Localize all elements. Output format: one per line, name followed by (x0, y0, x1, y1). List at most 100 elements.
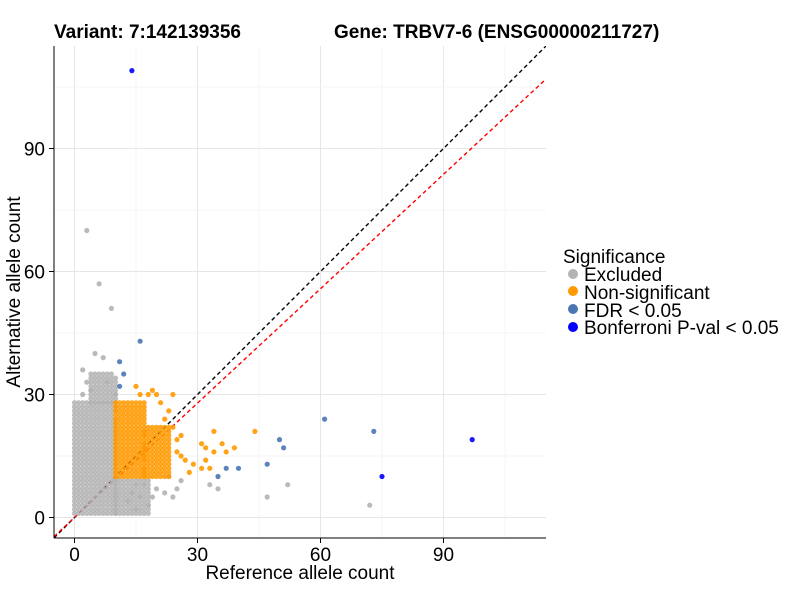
point-excluded (92, 396, 98, 402)
point-excluded (129, 506, 135, 512)
point-non-significant (129, 428, 135, 434)
point-excluded (76, 445, 82, 451)
point-non-significant (121, 437, 127, 443)
point-non-significant (112, 416, 119, 422)
point-non-significant (112, 449, 119, 455)
point-excluded (104, 391, 110, 398)
point-excluded (80, 494, 86, 500)
legend: Significance Excluded Non-significant FD… (563, 247, 779, 339)
point-excluded (108, 490, 114, 496)
point-excluded (108, 498, 114, 504)
point-non-significant (145, 391, 151, 398)
point-excluded (76, 400, 82, 406)
point-excluded (104, 404, 110, 410)
point-excluded (153, 486, 160, 492)
point-excluded (112, 486, 119, 492)
point-excluded (92, 441, 98, 447)
point-excluded (108, 424, 114, 430)
point-excluded (121, 510, 127, 516)
point-excluded (88, 441, 94, 447)
point-non-significant (117, 469, 123, 475)
point-non-significant (137, 465, 143, 471)
point-excluded (92, 498, 98, 504)
point-non-significant (145, 473, 151, 480)
point-non-significant (117, 461, 123, 467)
point-non-significant (166, 449, 172, 455)
point-excluded (96, 506, 102, 512)
point-excluded (92, 502, 98, 508)
point-excluded (104, 502, 110, 508)
point-excluded (100, 510, 106, 516)
point-excluded (96, 391, 102, 398)
point-excluded (108, 473, 114, 480)
point-fdr-0-05 (223, 465, 229, 471)
point-non-significant (125, 469, 131, 475)
point-non-significant (186, 469, 192, 475)
point-non-significant (117, 432, 123, 439)
point-excluded (88, 416, 94, 422)
point-non-significant (112, 445, 119, 451)
point-excluded (92, 424, 98, 430)
point-excluded (112, 502, 119, 508)
point-non-significant (129, 432, 135, 439)
point-non-significant (129, 453, 135, 459)
point-non-significant (121, 457, 127, 463)
point-excluded (121, 506, 127, 512)
point-bonferroni-p-val-0-05 (379, 473, 385, 480)
point-excluded (141, 482, 147, 488)
point-non-significant (174, 437, 180, 443)
point-non-significant (112, 465, 119, 471)
point-non-significant (153, 449, 160, 455)
point-excluded (104, 449, 110, 455)
legend-label-excluded: Excluded (584, 265, 662, 286)
point-non-significant (211, 449, 217, 455)
point-non-significant (117, 453, 123, 459)
point-excluded (84, 486, 90, 492)
y-axis-title: Alternative allele count (4, 196, 25, 388)
point-excluded (84, 449, 90, 455)
point-excluded (88, 396, 94, 402)
point-non-significant (137, 400, 143, 406)
point-non-significant (117, 424, 123, 430)
point-excluded (100, 465, 106, 471)
point-excluded (104, 445, 110, 451)
point-excluded (117, 502, 123, 508)
point-non-significant (153, 457, 160, 463)
point-excluded (84, 457, 90, 463)
point-fdr-0-05 (117, 359, 123, 365)
point-excluded (76, 498, 82, 504)
point-excluded (145, 498, 151, 504)
point-fdr-0-05 (137, 338, 143, 344)
point-excluded (104, 473, 110, 480)
point-excluded (92, 482, 98, 488)
point-excluded (104, 424, 110, 430)
point-excluded (367, 502, 373, 508)
point-excluded (88, 482, 94, 488)
point-excluded (88, 408, 94, 414)
point-excluded (92, 506, 98, 512)
point-excluded (92, 416, 98, 422)
point-fdr-0-05 (215, 473, 221, 480)
point-excluded (92, 465, 98, 471)
point-excluded (84, 408, 90, 414)
point-excluded (137, 486, 143, 492)
point-non-significant (125, 420, 131, 426)
point-excluded (76, 465, 82, 471)
point-non-significant (170, 424, 176, 430)
point-excluded (104, 379, 110, 385)
point-excluded (117, 498, 123, 504)
point-excluded (104, 494, 110, 500)
point-non-significant (129, 400, 135, 406)
point-excluded (88, 510, 94, 516)
point-non-significant (153, 437, 160, 443)
point-non-significant (145, 469, 151, 475)
point-non-significant (162, 473, 168, 480)
point-non-significant (125, 432, 131, 439)
point-non-significant (145, 445, 151, 451)
point-excluded (88, 445, 94, 451)
point-non-significant (125, 453, 131, 459)
point-excluded (76, 486, 82, 492)
point-excluded (112, 478, 119, 484)
point-non-significant (145, 424, 151, 430)
point-excluded (84, 420, 90, 426)
